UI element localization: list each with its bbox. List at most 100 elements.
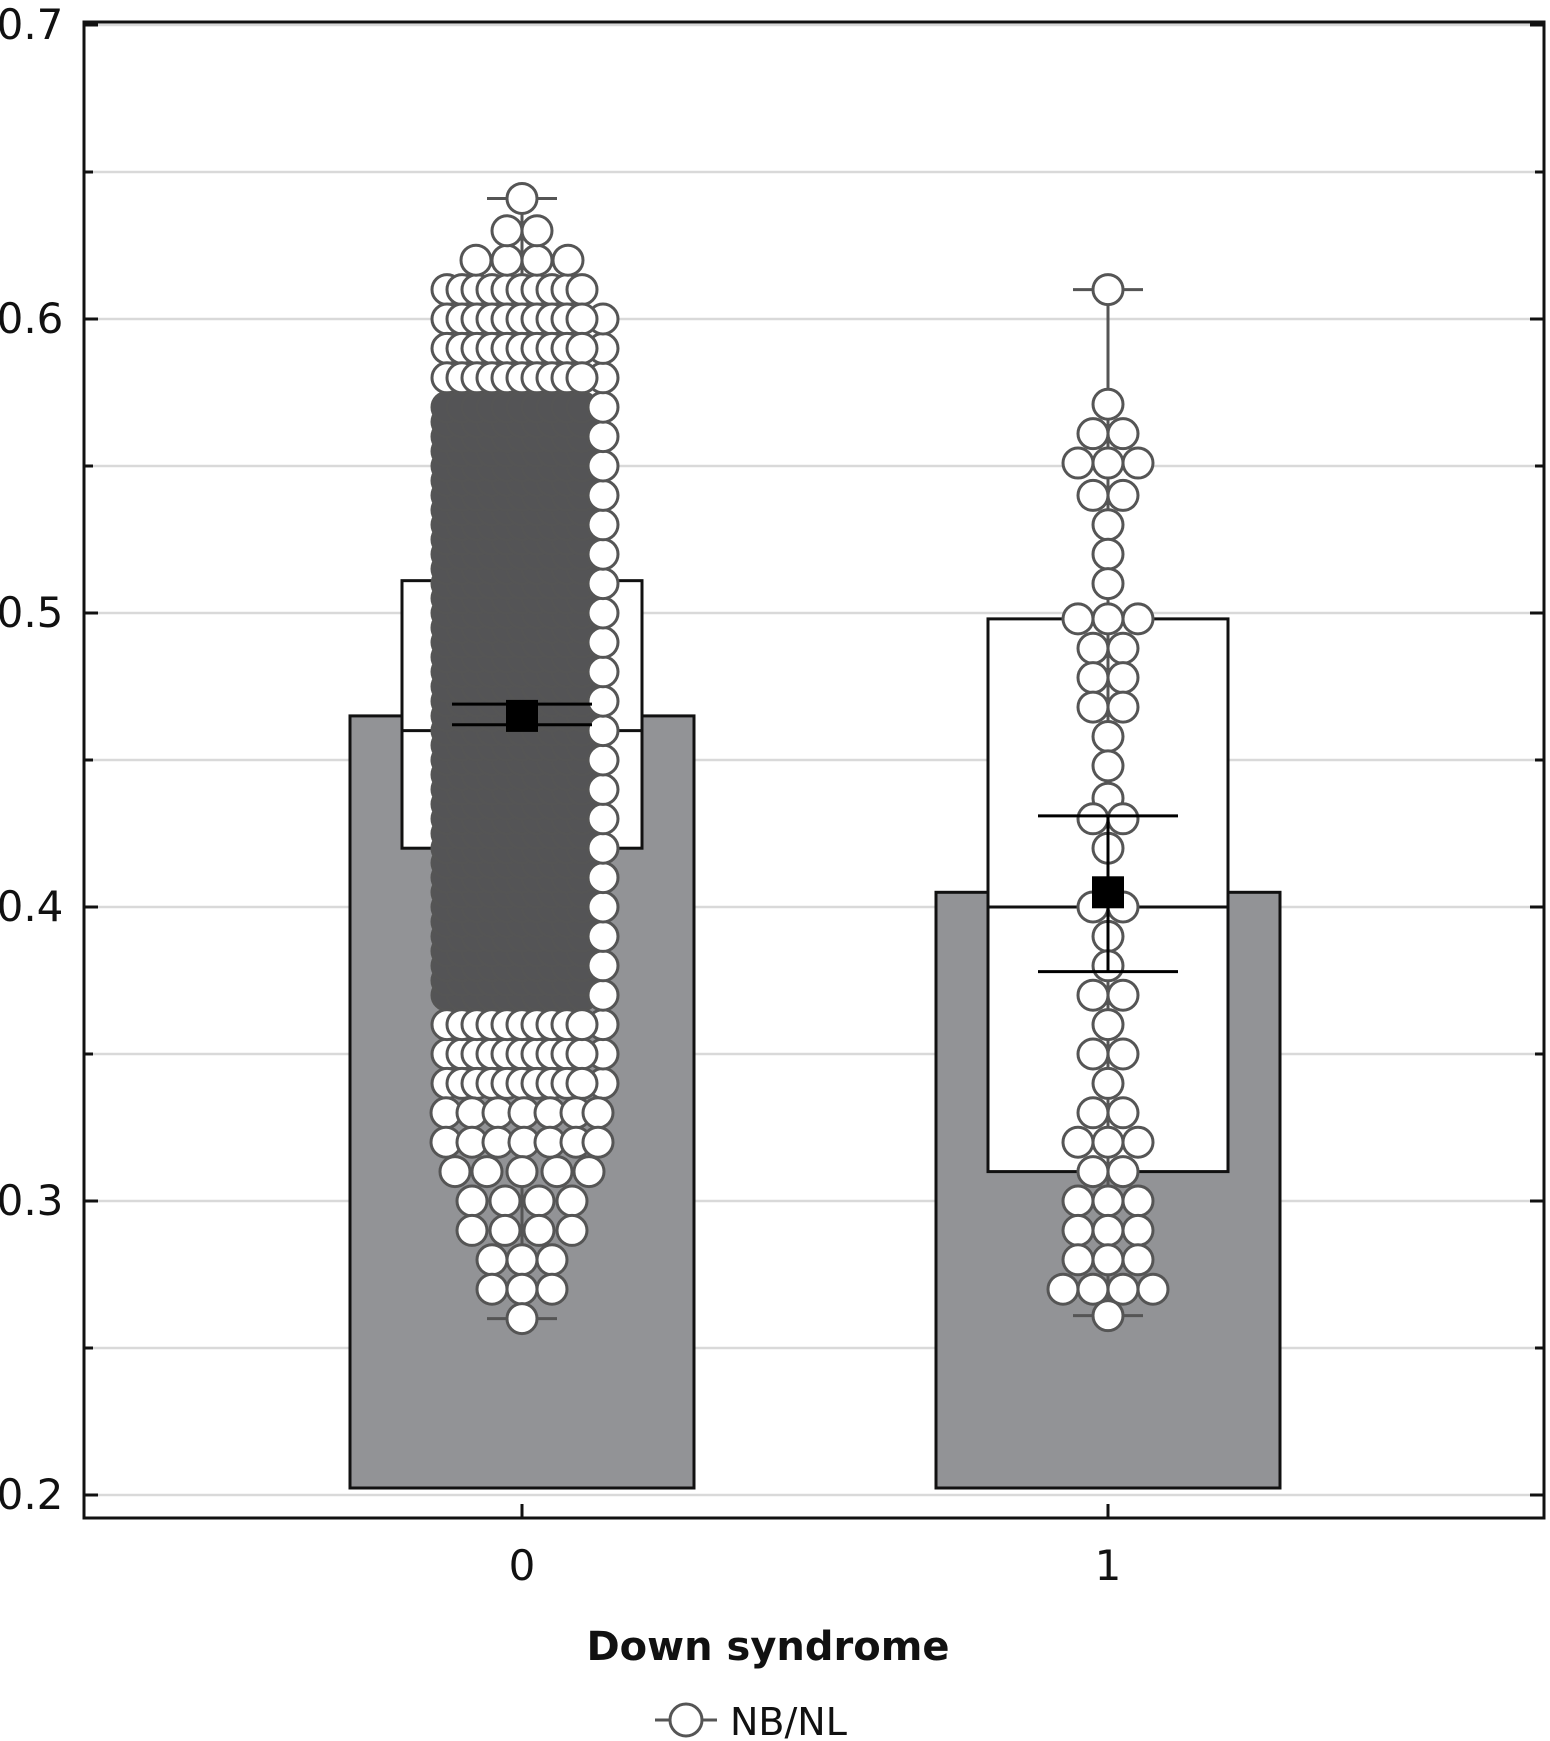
y-tick-label: 0.3 — [0, 1176, 63, 1225]
mean-marker — [506, 699, 538, 732]
data-point — [581, 1125, 615, 1159]
data-point — [586, 831, 620, 865]
y-tick-label: 0.6 — [0, 294, 63, 343]
data-point — [1136, 1272, 1170, 1306]
data-point — [522, 1184, 556, 1218]
data-point — [586, 772, 620, 806]
data-point — [1076, 417, 1110, 451]
data-point — [1106, 417, 1140, 451]
data-point — [1061, 1184, 1095, 1218]
data-point — [1106, 1272, 1140, 1306]
data-point — [1106, 478, 1140, 512]
data-point — [1091, 446, 1125, 480]
data-point — [1091, 719, 1125, 753]
data-point — [505, 1243, 539, 1277]
points — [429, 181, 1170, 1336]
data-point — [1091, 1213, 1125, 1247]
data-point — [586, 567, 620, 601]
data-point — [1091, 567, 1125, 601]
data-point — [1091, 1066, 1125, 1100]
data-point — [1091, 1243, 1125, 1277]
data-point — [535, 1272, 569, 1306]
data-point — [1106, 631, 1140, 665]
data-point — [586, 655, 620, 689]
data-point — [1106, 1096, 1140, 1130]
data-point — [1121, 602, 1155, 636]
data-point — [505, 1155, 539, 1189]
data-point — [572, 1155, 606, 1189]
data-point — [505, 1272, 539, 1306]
data-point — [490, 214, 524, 248]
data-point — [1076, 478, 1110, 512]
data-point — [1076, 661, 1110, 695]
data-point — [1076, 631, 1110, 665]
data-point — [1091, 1299, 1125, 1333]
data-point — [438, 1155, 472, 1189]
data-point — [1106, 978, 1140, 1012]
data-point — [540, 1155, 574, 1189]
data-point — [565, 302, 599, 336]
data-point — [586, 537, 620, 571]
data-point — [505, 1302, 539, 1336]
data-point — [1061, 602, 1095, 636]
data-point — [1091, 602, 1125, 636]
data-point — [1076, 1037, 1110, 1071]
data-point — [505, 181, 539, 215]
axes: 0.2 0.3 0.4 0.5 0.6 0.7 0 1 — [0, 0, 1544, 1590]
data-point — [1091, 387, 1125, 421]
data-point — [1106, 1037, 1140, 1071]
data-point — [1076, 1096, 1110, 1130]
legend-marker-icon — [668, 1702, 704, 1738]
data-point — [1091, 1184, 1125, 1218]
data-point — [586, 890, 620, 924]
data-point — [586, 978, 620, 1012]
data-point — [1106, 661, 1140, 695]
data-point — [1121, 1243, 1155, 1277]
data-point — [1076, 978, 1110, 1012]
data-point — [1091, 1008, 1125, 1042]
y-tick-label: 0.7 — [0, 0, 63, 49]
data-point — [586, 861, 620, 895]
data-point — [1091, 273, 1125, 307]
data-point — [1091, 1125, 1125, 1159]
y-tick-label: 0.2 — [0, 1470, 63, 1519]
data-point — [520, 214, 554, 248]
data-point — [488, 1213, 522, 1247]
mean-marker — [1092, 876, 1124, 909]
data-point — [586, 714, 620, 748]
x-tick-label: 1 — [1095, 1541, 1122, 1590]
y-tick-label: 0.4 — [0, 882, 63, 931]
data-point — [586, 478, 620, 512]
data-point — [520, 243, 554, 277]
data-point — [565, 331, 599, 365]
data-point — [586, 684, 620, 718]
y-tick-label: 0.5 — [0, 588, 63, 637]
data-point — [1121, 1213, 1155, 1247]
data-point — [565, 273, 599, 307]
data-point — [455, 1213, 489, 1247]
data-point — [1091, 537, 1125, 571]
legend-label: NB/NL — [730, 1700, 847, 1741]
data-point — [555, 1213, 589, 1247]
data-point — [1061, 1243, 1095, 1277]
data-point — [475, 1243, 509, 1277]
data-point — [1106, 690, 1140, 724]
data-point — [586, 449, 620, 483]
data-point — [1121, 1125, 1155, 1159]
data-point — [586, 596, 620, 630]
data-point — [1091, 508, 1125, 542]
data-point — [1121, 1184, 1155, 1218]
data-point — [1106, 1155, 1140, 1189]
data-point — [1076, 1272, 1110, 1306]
data-point — [1076, 802, 1110, 836]
data-point — [1121, 446, 1155, 480]
data-point — [1076, 1155, 1110, 1189]
data-point — [586, 625, 620, 659]
data-point — [490, 243, 524, 277]
data-point — [1061, 446, 1095, 480]
data-point — [586, 743, 620, 777]
data-point — [586, 919, 620, 953]
data-point — [565, 1037, 599, 1071]
x-axis-title: Down syndrome — [586, 1624, 949, 1670]
